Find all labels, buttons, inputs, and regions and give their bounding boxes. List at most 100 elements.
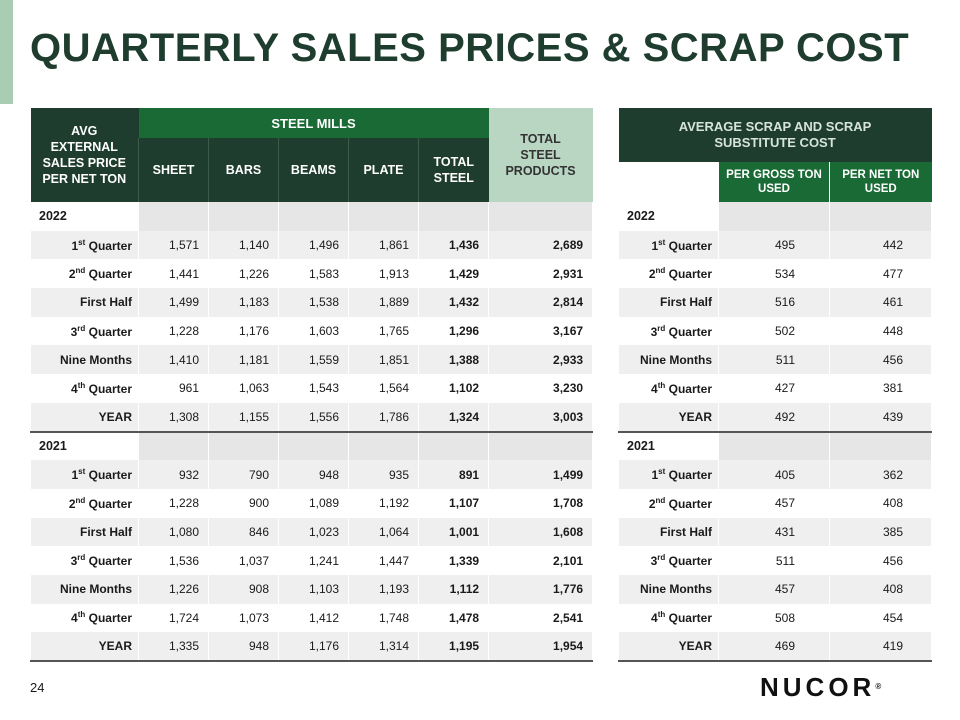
value-cell: 461 [829, 288, 932, 317]
row-label-text: Nine Months [640, 582, 712, 597]
value-cell: 1,140 [208, 230, 279, 260]
row-label-text: Nine Months [60, 582, 132, 597]
row-label-ordinal: st [78, 237, 86, 247]
row-label-number: 2 [648, 267, 656, 282]
value-cell: 1,181 [208, 345, 279, 375]
value-cell: 1,228 [138, 488, 209, 518]
page-title: QUARTERLY SALES PRICES & SCRAP COST [30, 26, 910, 70]
row-label: Nine Months [30, 574, 139, 604]
row-label-ordinal: nd [75, 266, 86, 276]
column-header: PLATE [348, 138, 419, 202]
row-label-text: Quarter [668, 468, 712, 483]
value-cell: 1,241 [278, 546, 349, 575]
value-cell: 477 [829, 259, 932, 289]
value-cell: 2,541 [488, 603, 594, 633]
value-cell: 405 [718, 460, 830, 489]
value-cell: 457 [718, 488, 830, 518]
table-row: First Half 1,080 846 1,023 1,064 1,001 1,608 [30, 517, 594, 547]
table-row: YEAR 469 419 [618, 632, 932, 662]
value-cell: 3,167 [488, 316, 594, 346]
section-fill-cell [488, 431, 594, 461]
value-cell: 2,689 [488, 230, 594, 260]
table-row: YEAR 1,308 1,155 1,556 1,786 1,324 3,003 [30, 402, 594, 433]
row-label: First Half [30, 288, 139, 317]
table-row: 4th Quarter 427 381 [618, 374, 932, 403]
value-cell: 508 [718, 603, 830, 633]
row-label: First Half [618, 288, 719, 317]
row-label-text: YEAR [678, 409, 712, 424]
logo-registered-mark: ® [875, 682, 882, 691]
table-row: Nine Months 1,410 1,181 1,559 1,851 1,388 2,93… [30, 345, 594, 375]
value-cell: 1,226 [208, 259, 279, 289]
value-cell: 1,155 [208, 402, 279, 433]
row-label: 4th Quarter [30, 603, 139, 633]
value-cell: 1,447 [348, 546, 419, 575]
value-cell: 1,748 [348, 603, 419, 633]
value-cell: 454 [829, 603, 932, 633]
row-label-ordinal: st [658, 237, 666, 247]
column-header: PER NET TON USED [829, 162, 932, 202]
page-number: 24 [30, 680, 45, 695]
value-cell: 1,478 [417, 603, 490, 633]
section-fill-cell [138, 431, 209, 461]
table-row: 3rd Quarter 1,536 1,037 1,241 1,447 1,339 2,10… [30, 546, 594, 575]
table-row: Nine Months 457 408 [618, 574, 932, 604]
table-row: 3rd Quarter 1,228 1,176 1,603 1,765 1,296 3,16… [30, 316, 594, 346]
section-fill-cell [417, 202, 490, 231]
row-label-text: YEAR [98, 409, 132, 424]
value-cell: 1,335 [138, 632, 209, 662]
section-fill-cell [417, 431, 490, 461]
row-label-text: Quarter [668, 381, 712, 396]
value-cell: 1,001 [417, 517, 490, 547]
logo-text: NUCOR [760, 672, 876, 702]
value-cell: 846 [208, 517, 279, 547]
value-cell: 1,889 [348, 288, 419, 317]
value-cell: 516 [718, 288, 830, 317]
row-label: 2nd Quarter [618, 259, 719, 289]
value-cell: 1,064 [348, 517, 419, 547]
value-cell: 511 [718, 345, 830, 375]
value-cell: 908 [208, 574, 279, 604]
value-cell: 1,063 [208, 374, 279, 403]
value-cell: 1,412 [278, 603, 349, 633]
value-cell: 948 [208, 632, 279, 662]
value-cell: 1,851 [348, 345, 419, 375]
value-cell: 1,724 [138, 603, 209, 633]
value-cell: 1,112 [417, 574, 490, 604]
row-label: Nine Months [618, 574, 719, 604]
row-label-number: 1 [71, 468, 79, 483]
row-label-ordinal: th [657, 380, 666, 390]
table-row: 2nd Quarter 1,441 1,226 1,583 1,913 1,429 2,93… [30, 259, 594, 289]
row-label-ordinal: rd [657, 553, 666, 563]
table-row: 4th Quarter 1,724 1,073 1,412 1,748 1,478 2,54… [30, 603, 594, 633]
total-steel-products-header: TOTAL STEEL PRODUCTS [488, 108, 593, 202]
value-cell: 385 [829, 517, 932, 547]
value-cell: 1,571 [138, 230, 209, 260]
section-fill-cell [829, 431, 932, 461]
row-label-number: 4 [71, 611, 78, 626]
table-row: 1st Quarter 405 362 [618, 460, 932, 489]
value-cell: 1,176 [208, 316, 279, 346]
row-label-text: Quarter [88, 554, 132, 569]
value-cell: 2,814 [488, 288, 594, 317]
column-header: PER GROSS TON USED [718, 162, 830, 202]
value-cell: 431 [718, 517, 830, 547]
corner-header: AVG EXTERNAL SALES PRICE PER NET TON [30, 108, 139, 202]
row-label-text: YEAR [678, 639, 712, 654]
table-row: First Half 1,499 1,183 1,538 1,889 1,432 2,814 [30, 288, 594, 317]
row-label-ordinal: nd [655, 495, 666, 505]
row-label: YEAR [618, 402, 719, 433]
row-label-text: Quarter [88, 324, 132, 339]
value-cell: 1,583 [278, 259, 349, 289]
value-cell: 1,080 [138, 517, 209, 547]
table-row: First Half 516 461 [618, 288, 932, 317]
value-cell: 790 [208, 460, 279, 489]
row-label: YEAR [30, 402, 139, 433]
row-label-number: 4 [651, 611, 658, 626]
row-label: First Half [30, 517, 139, 547]
row-label: 2nd Quarter [618, 488, 719, 518]
row-label-number: 3 [70, 554, 78, 569]
section-fill-cell [208, 431, 279, 461]
value-cell: 1,037 [208, 546, 279, 575]
value-cell: 1,441 [138, 259, 209, 289]
